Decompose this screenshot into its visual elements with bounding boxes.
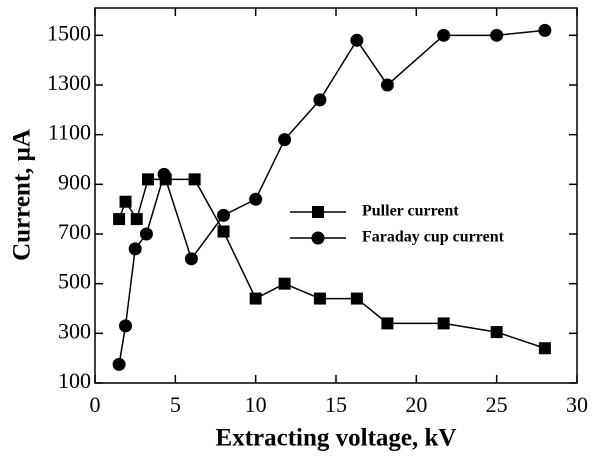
y-tick-label: 1300 — [47, 70, 91, 95]
legend-label: Faraday cup current — [362, 229, 505, 246]
y-axis-label: Current, μA — [9, 129, 36, 261]
point — [217, 208, 231, 222]
point — [188, 173, 201, 186]
point — [112, 357, 126, 371]
point — [278, 133, 292, 147]
point — [249, 192, 263, 206]
point — [490, 28, 504, 42]
legend-marker — [311, 231, 325, 245]
x-axis-label: Extracting voltage, kV — [216, 425, 457, 452]
point — [119, 195, 132, 208]
point — [119, 319, 133, 333]
point — [278, 277, 291, 290]
point — [217, 225, 230, 238]
series-line — [118, 178, 546, 349]
point — [142, 173, 155, 186]
y-tick-label: 500 — [58, 269, 91, 294]
point — [437, 28, 451, 42]
point — [538, 23, 552, 37]
y-tick-label: 100 — [58, 368, 91, 393]
y-tick-label: 1500 — [47, 20, 91, 45]
series-line — [118, 29, 545, 365]
y-tick-label: 300 — [58, 318, 91, 343]
point — [538, 342, 551, 355]
x-tick-label: 25 — [486, 392, 508, 417]
y-tick-label: 900 — [58, 169, 91, 194]
point — [128, 242, 142, 256]
x-tick-label: 30 — [566, 392, 588, 417]
legend-label: Puller current — [362, 203, 459, 220]
plot-frame — [94, 7, 578, 384]
y-tick-label: 1100 — [48, 120, 91, 145]
point — [350, 33, 364, 47]
point — [313, 93, 327, 107]
point — [437, 317, 450, 330]
point — [381, 317, 394, 330]
x-tick-label: 20 — [405, 392, 427, 417]
legend-marker — [312, 206, 324, 218]
point — [350, 292, 363, 305]
point — [380, 78, 394, 92]
point — [184, 252, 198, 266]
x-tick-label: 5 — [170, 392, 181, 417]
x-tick-label: 15 — [325, 392, 347, 417]
point — [490, 326, 503, 339]
point — [113, 213, 126, 226]
point — [249, 292, 262, 305]
x-tick-label: 0 — [90, 392, 101, 417]
point — [139, 227, 153, 241]
point — [313, 292, 326, 305]
x-tick-label: 10 — [245, 392, 267, 417]
point — [130, 213, 143, 226]
y-tick-label: 700 — [58, 219, 91, 244]
point — [157, 167, 171, 181]
